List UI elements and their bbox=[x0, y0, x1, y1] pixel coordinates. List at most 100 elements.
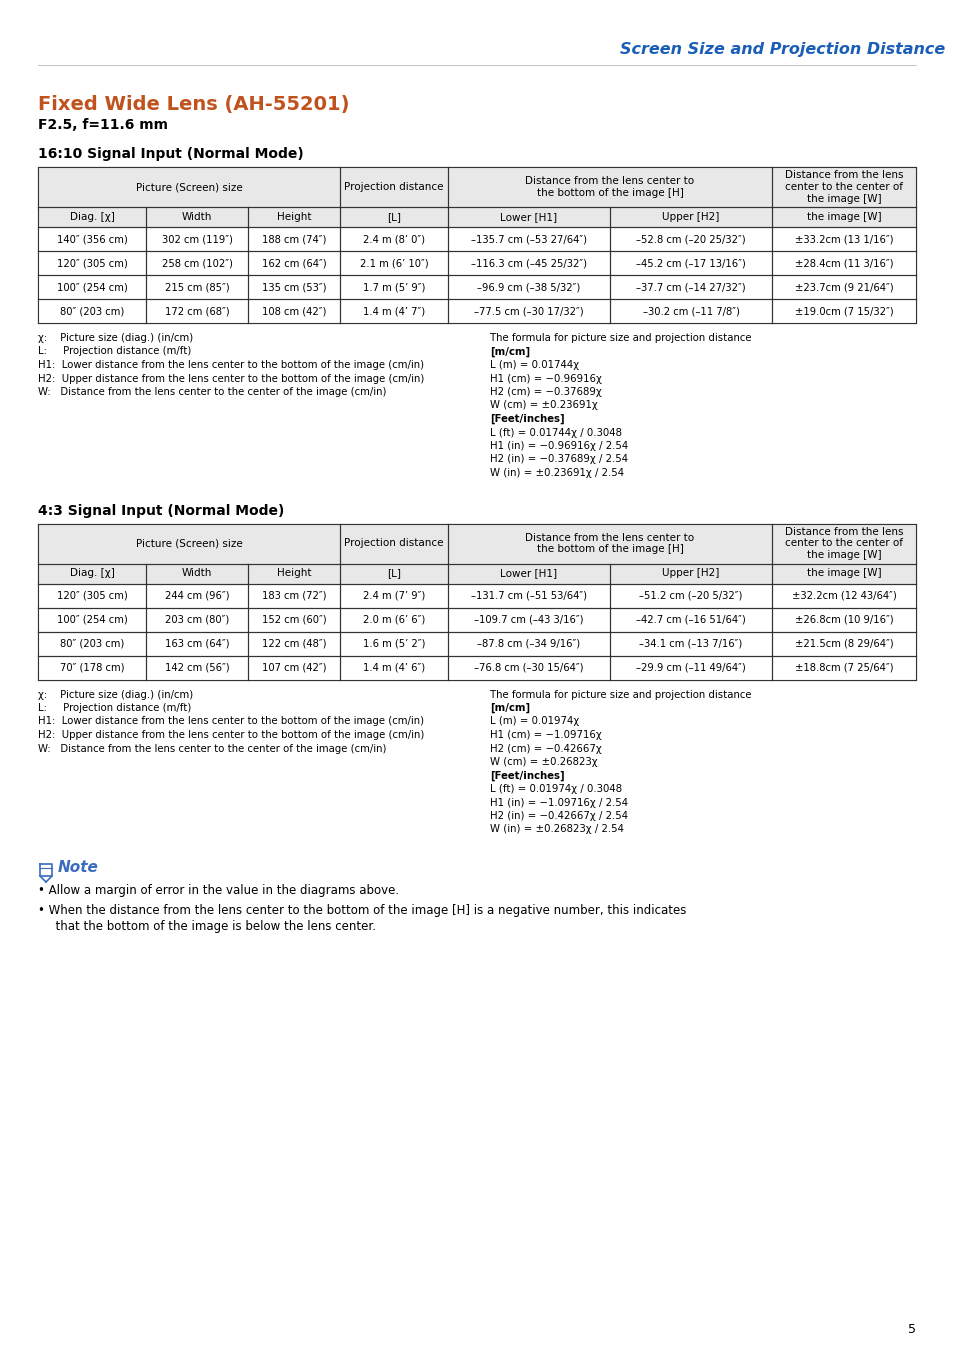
Text: W:   Distance from the lens center to the center of the image (cm/in): W: Distance from the lens center to the … bbox=[38, 386, 386, 397]
Text: [L]: [L] bbox=[387, 569, 400, 578]
Text: –37.7 cm (–14 27/32″): –37.7 cm (–14 27/32″) bbox=[636, 282, 745, 292]
Bar bbox=[248, 227, 339, 251]
Bar bbox=[448, 608, 609, 631]
Bar bbox=[339, 631, 448, 655]
Text: –109.7 cm (–43 3/16″): –109.7 cm (–43 3/16″) bbox=[474, 615, 583, 624]
Bar bbox=[771, 631, 915, 655]
Text: H2 (in) = −0.37689χ / 2.54: H2 (in) = −0.37689χ / 2.54 bbox=[490, 454, 627, 465]
Bar bbox=[146, 655, 248, 680]
Bar bbox=[146, 584, 248, 608]
Text: 162 cm (64″): 162 cm (64″) bbox=[261, 258, 326, 267]
Text: [Feet/inches]: [Feet/inches] bbox=[490, 770, 564, 781]
Text: –34.1 cm (–13 7/16″): –34.1 cm (–13 7/16″) bbox=[639, 639, 741, 648]
Text: Distance from the lens
center to the center of
the image [W]: Distance from the lens center to the cen… bbox=[784, 527, 902, 561]
Text: 108 cm (42″): 108 cm (42″) bbox=[261, 305, 326, 316]
Bar bbox=[38, 251, 146, 276]
Bar bbox=[609, 227, 771, 251]
Bar bbox=[771, 207, 915, 227]
Bar bbox=[38, 207, 146, 227]
Text: H2 (in) = −0.42667χ / 2.54: H2 (in) = −0.42667χ / 2.54 bbox=[490, 811, 627, 821]
Bar bbox=[609, 251, 771, 276]
Text: 2.0 m (6’ 6″): 2.0 m (6’ 6″) bbox=[362, 615, 425, 624]
Text: Diag. [χ]: Diag. [χ] bbox=[70, 212, 114, 222]
Text: [L]: [L] bbox=[387, 212, 400, 222]
Text: H1 (cm) = −1.09716χ: H1 (cm) = −1.09716χ bbox=[490, 730, 601, 740]
Text: Height: Height bbox=[276, 569, 311, 578]
Text: 2.1 m (6’ 10″): 2.1 m (6’ 10″) bbox=[359, 258, 428, 267]
Text: Fixed Wide Lens (AH-55201): Fixed Wide Lens (AH-55201) bbox=[38, 95, 349, 113]
Bar bbox=[771, 584, 915, 608]
Bar bbox=[339, 563, 448, 584]
Text: Upper [H2]: Upper [H2] bbox=[661, 569, 719, 578]
Bar bbox=[609, 563, 771, 584]
Bar bbox=[609, 299, 771, 323]
Text: W (in) = ±0.26823χ / 2.54: W (in) = ±0.26823χ / 2.54 bbox=[490, 824, 623, 835]
Text: 142 cm (56″): 142 cm (56″) bbox=[165, 662, 229, 673]
Bar bbox=[771, 276, 915, 299]
Bar bbox=[146, 207, 248, 227]
Text: χ:    Picture size (diag.) (in/cm): χ: Picture size (diag.) (in/cm) bbox=[38, 689, 193, 700]
Text: ±28.4cm (11 3/16″): ±28.4cm (11 3/16″) bbox=[794, 258, 892, 267]
Bar bbox=[38, 523, 339, 563]
Text: Width: Width bbox=[182, 212, 212, 222]
Text: 203 cm (80″): 203 cm (80″) bbox=[165, 615, 229, 624]
Text: 100″ (254 cm): 100″ (254 cm) bbox=[56, 615, 128, 624]
Text: –96.9 cm (–38 5/32″): –96.9 cm (–38 5/32″) bbox=[476, 282, 580, 292]
Text: L (ft) = 0.01744χ / 0.3048: L (ft) = 0.01744χ / 0.3048 bbox=[490, 427, 621, 438]
Bar bbox=[248, 207, 339, 227]
Text: –76.8 cm (–30 15/64″): –76.8 cm (–30 15/64″) bbox=[474, 662, 583, 673]
Text: that the bottom of the image is below the lens center.: that the bottom of the image is below th… bbox=[48, 920, 375, 934]
Text: 107 cm (42″): 107 cm (42″) bbox=[261, 662, 326, 673]
Bar bbox=[146, 276, 248, 299]
Text: 258 cm (102″): 258 cm (102″) bbox=[161, 258, 233, 267]
Text: Projection distance: Projection distance bbox=[344, 182, 443, 192]
Bar bbox=[339, 251, 448, 276]
Text: 140″ (356 cm): 140″ (356 cm) bbox=[56, 234, 128, 245]
Text: Picture (Screen) size: Picture (Screen) size bbox=[135, 182, 242, 192]
Text: 2.4 m (7’ 9″): 2.4 m (7’ 9″) bbox=[362, 590, 425, 600]
Text: W (cm) = ±0.23691χ: W (cm) = ±0.23691χ bbox=[490, 400, 598, 411]
Text: –30.2 cm (–11 7/8″): –30.2 cm (–11 7/8″) bbox=[642, 305, 739, 316]
Bar bbox=[448, 563, 609, 584]
Text: H1 (cm) = −0.96916χ: H1 (cm) = −0.96916χ bbox=[490, 373, 601, 384]
Text: L (m) = 0.01974χ: L (m) = 0.01974χ bbox=[490, 716, 578, 727]
Bar bbox=[248, 631, 339, 655]
Text: Distance from the lens center to
the bottom of the image [H]: Distance from the lens center to the bot… bbox=[525, 532, 694, 554]
Text: –51.2 cm (–20 5/32″): –51.2 cm (–20 5/32″) bbox=[639, 590, 741, 600]
Bar bbox=[771, 227, 915, 251]
Text: –116.3 cm (–45 25/32″): –116.3 cm (–45 25/32″) bbox=[471, 258, 586, 267]
Text: –135.7 cm (–53 27/64″): –135.7 cm (–53 27/64″) bbox=[471, 234, 586, 245]
Text: • When the distance from the lens center to the bottom of the image [H] is a neg: • When the distance from the lens center… bbox=[38, 904, 685, 917]
Text: –52.8 cm (–20 25/32″): –52.8 cm (–20 25/32″) bbox=[636, 234, 745, 245]
Text: Distance from the lens center to
the bottom of the image [H]: Distance from the lens center to the bot… bbox=[525, 176, 694, 197]
Text: [m/cm]: [m/cm] bbox=[490, 703, 530, 713]
Text: 1.4 m (4’ 7″): 1.4 m (4’ 7″) bbox=[362, 305, 425, 316]
Bar bbox=[339, 276, 448, 299]
Bar bbox=[448, 168, 771, 207]
Bar bbox=[38, 584, 146, 608]
Text: 163 cm (64″): 163 cm (64″) bbox=[165, 639, 229, 648]
Bar bbox=[38, 631, 146, 655]
Text: 16:10 Signal Input (Normal Mode): 16:10 Signal Input (Normal Mode) bbox=[38, 147, 303, 161]
Bar bbox=[38, 276, 146, 299]
Text: ±32.2cm (12 43/64″): ±32.2cm (12 43/64″) bbox=[791, 590, 896, 600]
Text: The formula for picture size and projection distance: The formula for picture size and project… bbox=[490, 689, 751, 700]
Text: F2.5, f=11.6 mm: F2.5, f=11.6 mm bbox=[38, 118, 168, 132]
Bar bbox=[771, 523, 915, 563]
Bar bbox=[248, 584, 339, 608]
Text: the image [W]: the image [W] bbox=[806, 569, 881, 578]
Text: –45.2 cm (–17 13/16″): –45.2 cm (–17 13/16″) bbox=[636, 258, 745, 267]
Text: [Feet/inches]: [Feet/inches] bbox=[490, 413, 564, 424]
Bar bbox=[146, 299, 248, 323]
Text: H1:  Lower distance from the lens center to the bottom of the image (cm/in): H1: Lower distance from the lens center … bbox=[38, 359, 424, 370]
Bar bbox=[448, 584, 609, 608]
Text: H1 (in) = −1.09716χ / 2.54: H1 (in) = −1.09716χ / 2.54 bbox=[490, 797, 627, 808]
Text: –77.5 cm (–30 17/32″): –77.5 cm (–30 17/32″) bbox=[474, 305, 583, 316]
Bar bbox=[248, 299, 339, 323]
Text: [m/cm]: [m/cm] bbox=[490, 346, 530, 357]
Text: 215 cm (85″): 215 cm (85″) bbox=[165, 282, 229, 292]
Text: 100″ (254 cm): 100″ (254 cm) bbox=[56, 282, 128, 292]
Text: H2:  Upper distance from the lens center to the bottom of the image (cm/in): H2: Upper distance from the lens center … bbox=[38, 373, 424, 384]
Text: 172 cm (68″): 172 cm (68″) bbox=[165, 305, 229, 316]
Bar bbox=[38, 523, 915, 680]
